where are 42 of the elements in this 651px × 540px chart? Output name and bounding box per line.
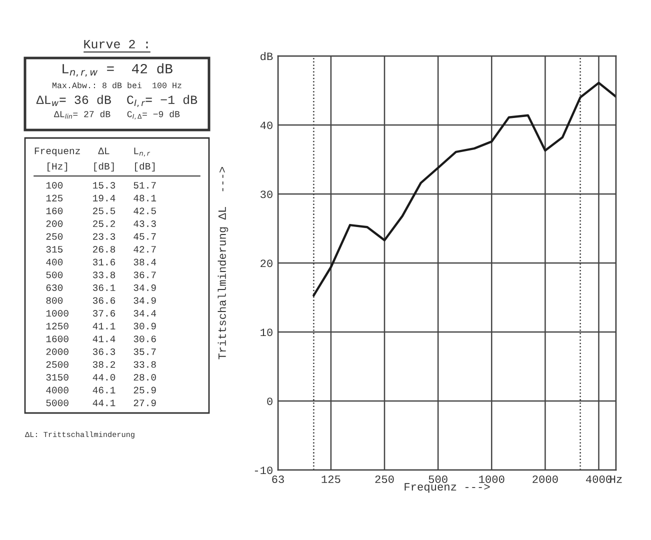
x-tick-label: 63 (272, 475, 284, 484)
y-tick-label: dB (260, 52, 273, 60)
text: Max.Abw.: 8 dB bei 100 Hz (52, 82, 182, 88)
text: 4000 46.1 25.9 (46, 386, 156, 394)
x-tick-label: 125 (322, 475, 340, 484)
y-tick-label: 0 (267, 398, 272, 406)
text: 125 19.4 48.1 (46, 194, 156, 202)
y-tick-label: 10 (260, 328, 272, 336)
text: 315 26.8 42.7 (46, 246, 156, 253)
text: 500 33.8 36.7 (46, 272, 156, 278)
y-axis-title: Trittschallminderung ΔL ---> (218, 166, 228, 360)
x-tick-label: 1000 (479, 475, 504, 484)
text: 800 36.6 34.9 (46, 297, 156, 304)
text: 5000 44.1 27.9 (46, 400, 156, 406)
x-tick-label: 250 (375, 475, 394, 484)
y-tick-label: 20 (260, 260, 272, 268)
y-tick-label: 30 (260, 190, 272, 198)
text: 400 31.6 38.4 (46, 258, 156, 266)
text: Frequenz ΔL L$_{n,r}$ (34, 148, 150, 156)
y-tick-label: 40 (260, 122, 272, 130)
text: 3150 44.0 28.0 (46, 374, 156, 381)
line-series (312, 82, 616, 297)
text: 2500 38.2 33.8 (46, 361, 156, 368)
text: L$_{n,r,w}$ = 42 dB (62, 63, 172, 77)
text: 630 36.1 34.9 (46, 284, 156, 292)
text: [Hz] [dB] [dB] (48, 162, 155, 172)
text: Kurve 2 : (84, 40, 148, 48)
text: ΔL$_{w}$= 36 dB C$_{I,r}$= −1 dB (36, 94, 198, 107)
y-tick-label: -10 (254, 466, 272, 474)
x-tick-label: 2000 (532, 475, 558, 484)
text: 160 25.5 42.5 (46, 208, 156, 214)
text: 1250 41.1 30.9 (46, 322, 156, 330)
x-axis-title: Frequenz ---> (404, 483, 490, 493)
text: 1000 37.6 34.4 (46, 310, 156, 317)
text: ΔL$_{lin}$= 27 dB C$_{I,Δ}$= −9 dB (54, 110, 180, 120)
text: 2000 36.3 35.7 (46, 348, 156, 356)
x-tick-label: 4000 (586, 475, 612, 484)
text: 100 15.3 51.7 (46, 182, 156, 189)
text: 1600 41.4 30.6 (46, 336, 156, 342)
text: 200 25.2 43.3 (46, 220, 156, 228)
text: 250 23.3 45.7 (46, 233, 156, 240)
x-tick-label: 500 (428, 475, 448, 484)
